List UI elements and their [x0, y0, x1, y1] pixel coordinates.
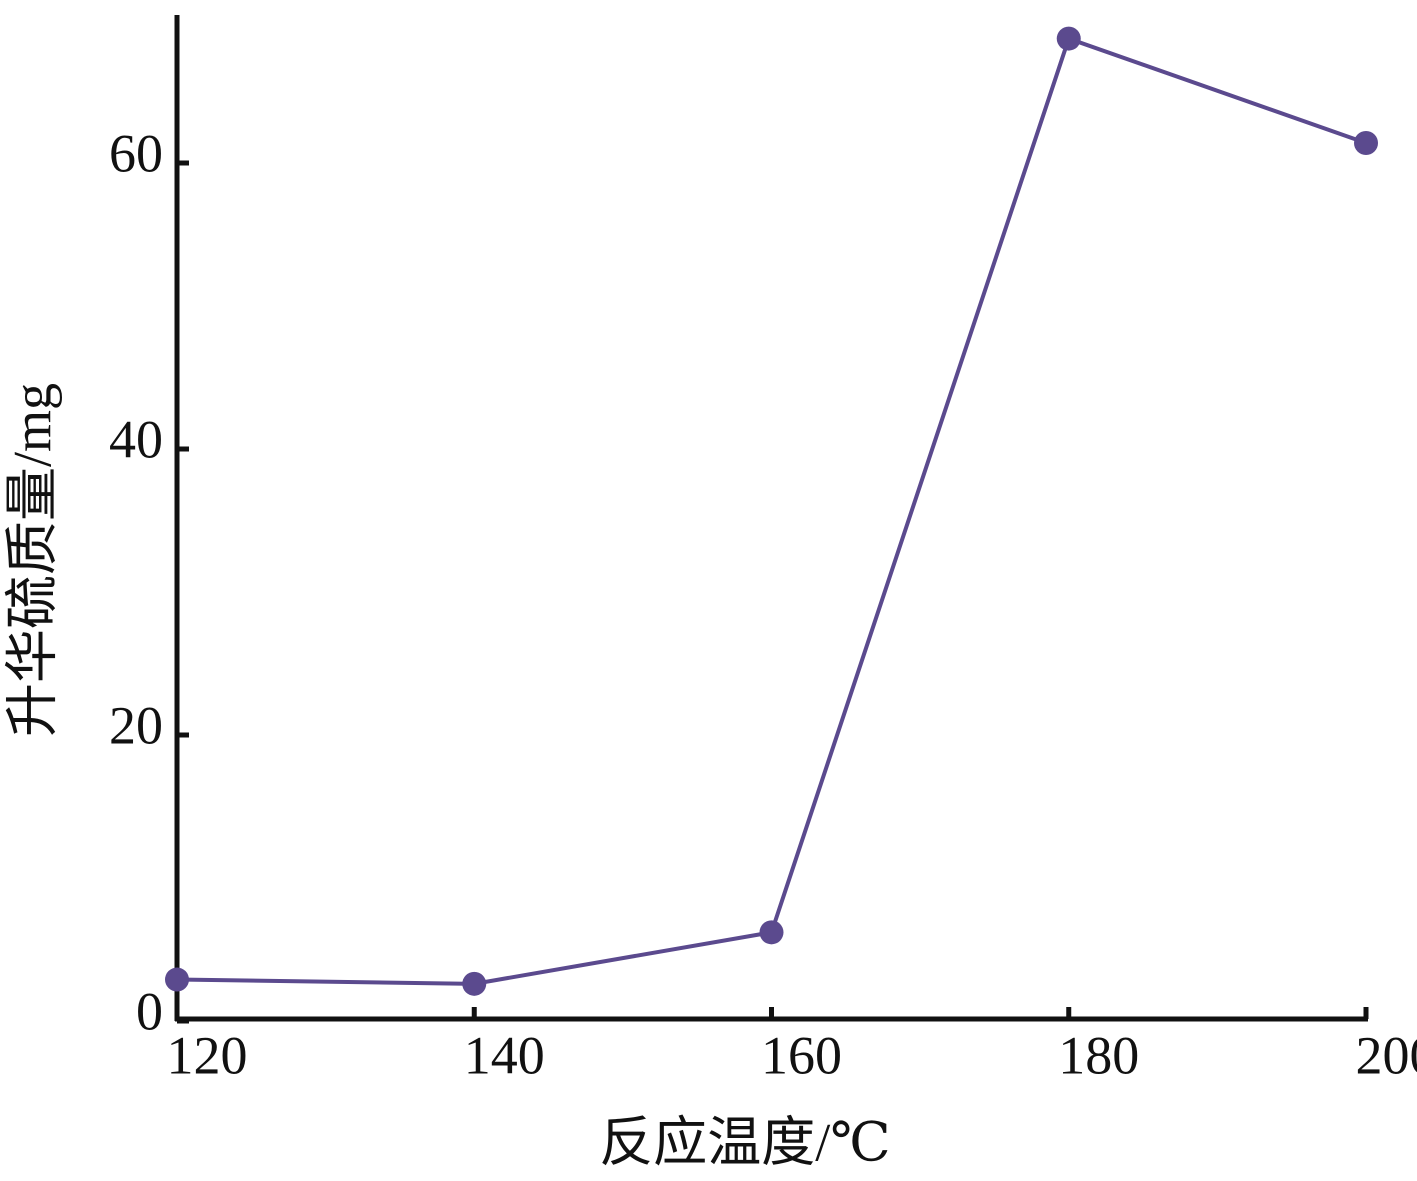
x-tick-label: 140: [464, 1025, 545, 1085]
x-tick-label: 160: [761, 1025, 842, 1085]
y-tick-label: 20: [109, 695, 163, 755]
y-tick-label: 0: [136, 981, 163, 1041]
data-point: [1354, 130, 1378, 155]
x-axis-label: 反应温度/℃: [599, 1112, 890, 1172]
y-axis-label: 升华硫质量/mg: [2, 383, 62, 737]
x-tick-label: 200: [1356, 1025, 1417, 1085]
x-tick-label: 180: [1058, 1025, 1139, 1085]
x-tick-label: 120: [167, 1025, 248, 1085]
data-point: [759, 920, 784, 945]
data-point: [1056, 26, 1081, 51]
y-tick-label: 40: [109, 409, 163, 469]
data-line: [176, 36, 1367, 986]
data-point: [462, 971, 487, 996]
y-tick-label: 60: [109, 123, 163, 183]
data-point: [165, 967, 189, 992]
